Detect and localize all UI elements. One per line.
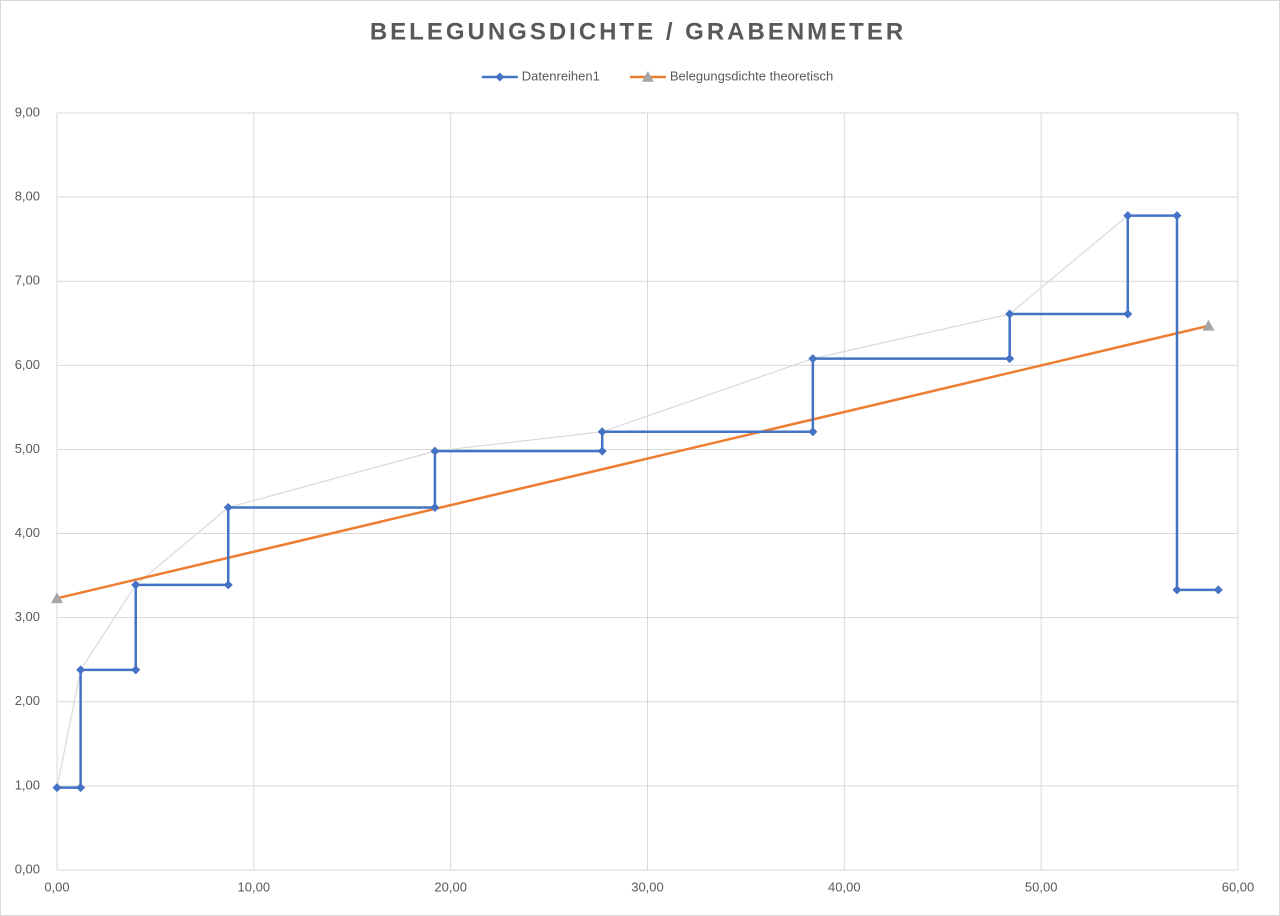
data-point — [52, 783, 62, 793]
y-tick-label: 6,00 — [15, 357, 40, 372]
data-point — [131, 580, 141, 590]
y-tick-label: 8,00 — [15, 189, 40, 204]
legend-label: Datenreihen1 — [522, 68, 600, 83]
x-tick-label: 50,00 — [1025, 879, 1058, 894]
x-tick-label: 30,00 — [631, 879, 664, 894]
x-tick-label: 20,00 — [434, 879, 467, 894]
y-tick-label: 7,00 — [15, 273, 40, 288]
data-point — [1172, 585, 1182, 595]
y-tick-label: 9,00 — [15, 104, 40, 119]
x-tick-label: 60,00 — [1222, 879, 1255, 894]
x-tick-label: 0,00 — [44, 879, 69, 894]
data-point — [51, 592, 63, 604]
data-point — [223, 580, 233, 590]
data-point — [1005, 354, 1015, 364]
legend: Datenreihen1 Belegungsdichte theoretisch — [481, 68, 833, 83]
legend-marker — [641, 71, 654, 82]
data-point — [1123, 309, 1133, 319]
data-point — [76, 665, 86, 675]
y-tick-label: 5,00 — [15, 441, 40, 456]
data-point — [597, 446, 607, 456]
legend-marker — [495, 72, 505, 82]
x-tick-label: 10,00 — [238, 879, 271, 894]
data-point — [1213, 585, 1223, 595]
data-point — [597, 427, 607, 437]
data-point — [808, 354, 818, 364]
x-tick-label: 40,00 — [828, 879, 861, 894]
series-line — [57, 214, 1219, 789]
y-tick-label: 2,00 — [15, 693, 40, 708]
data-point — [223, 502, 233, 512]
data-point — [430, 446, 440, 456]
data-point — [1123, 211, 1133, 221]
data-point — [430, 502, 440, 512]
data-point — [1005, 309, 1015, 319]
data-point — [131, 665, 141, 675]
y-tick-label: 0,00 — [15, 861, 40, 876]
data-point — [1202, 319, 1215, 331]
legend-label: Belegungsdichte theoretisch — [670, 68, 833, 83]
y-tick-label: 3,00 — [15, 609, 40, 624]
y-tick-label: 4,00 — [15, 525, 40, 540]
y-tick-label: 1,00 — [15, 777, 40, 792]
data-point — [808, 427, 818, 437]
data-point — [1172, 211, 1182, 221]
chart-title: BELEGUNGSDICHTE / GRABENMETER — [370, 18, 906, 45]
series-line — [56, 324, 1209, 600]
data-point — [76, 783, 86, 793]
